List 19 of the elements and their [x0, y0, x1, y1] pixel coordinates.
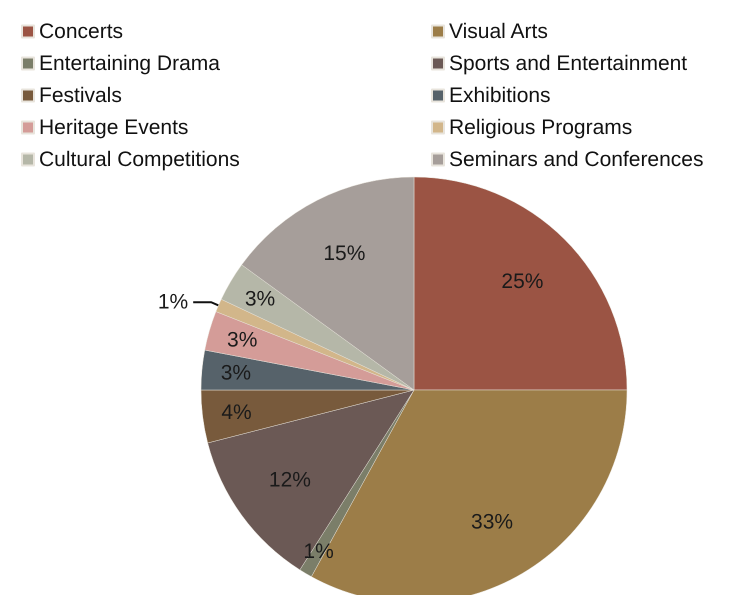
data-label: 3%	[227, 328, 258, 352]
data-label: 1%	[158, 290, 188, 314]
legend-label: Entertaining Drama	[39, 52, 220, 75]
legend-label: Seminars and Conferences	[449, 148, 704, 171]
legend-label: Heritage Events	[39, 116, 188, 139]
legend-label: Religious Programs	[449, 116, 632, 139]
data-label: 3%	[220, 362, 252, 385]
data-label: 15%	[323, 242, 366, 265]
legend-label: Concerts	[39, 20, 124, 43]
legend-label: Sports and Entertainment	[449, 52, 688, 75]
data-label: 12%	[268, 468, 311, 492]
data-label: 33%	[471, 510, 514, 534]
legend-label: Visual Arts	[449, 20, 548, 43]
data-label: 3%	[244, 287, 276, 310]
data-label: 4%	[221, 400, 252, 424]
legend-label: Cultural Competitions	[39, 148, 240, 171]
data-label: 25%	[501, 270, 544, 294]
legend-label: Festivals	[39, 84, 122, 107]
legend-label: Exhibitions	[449, 84, 551, 107]
